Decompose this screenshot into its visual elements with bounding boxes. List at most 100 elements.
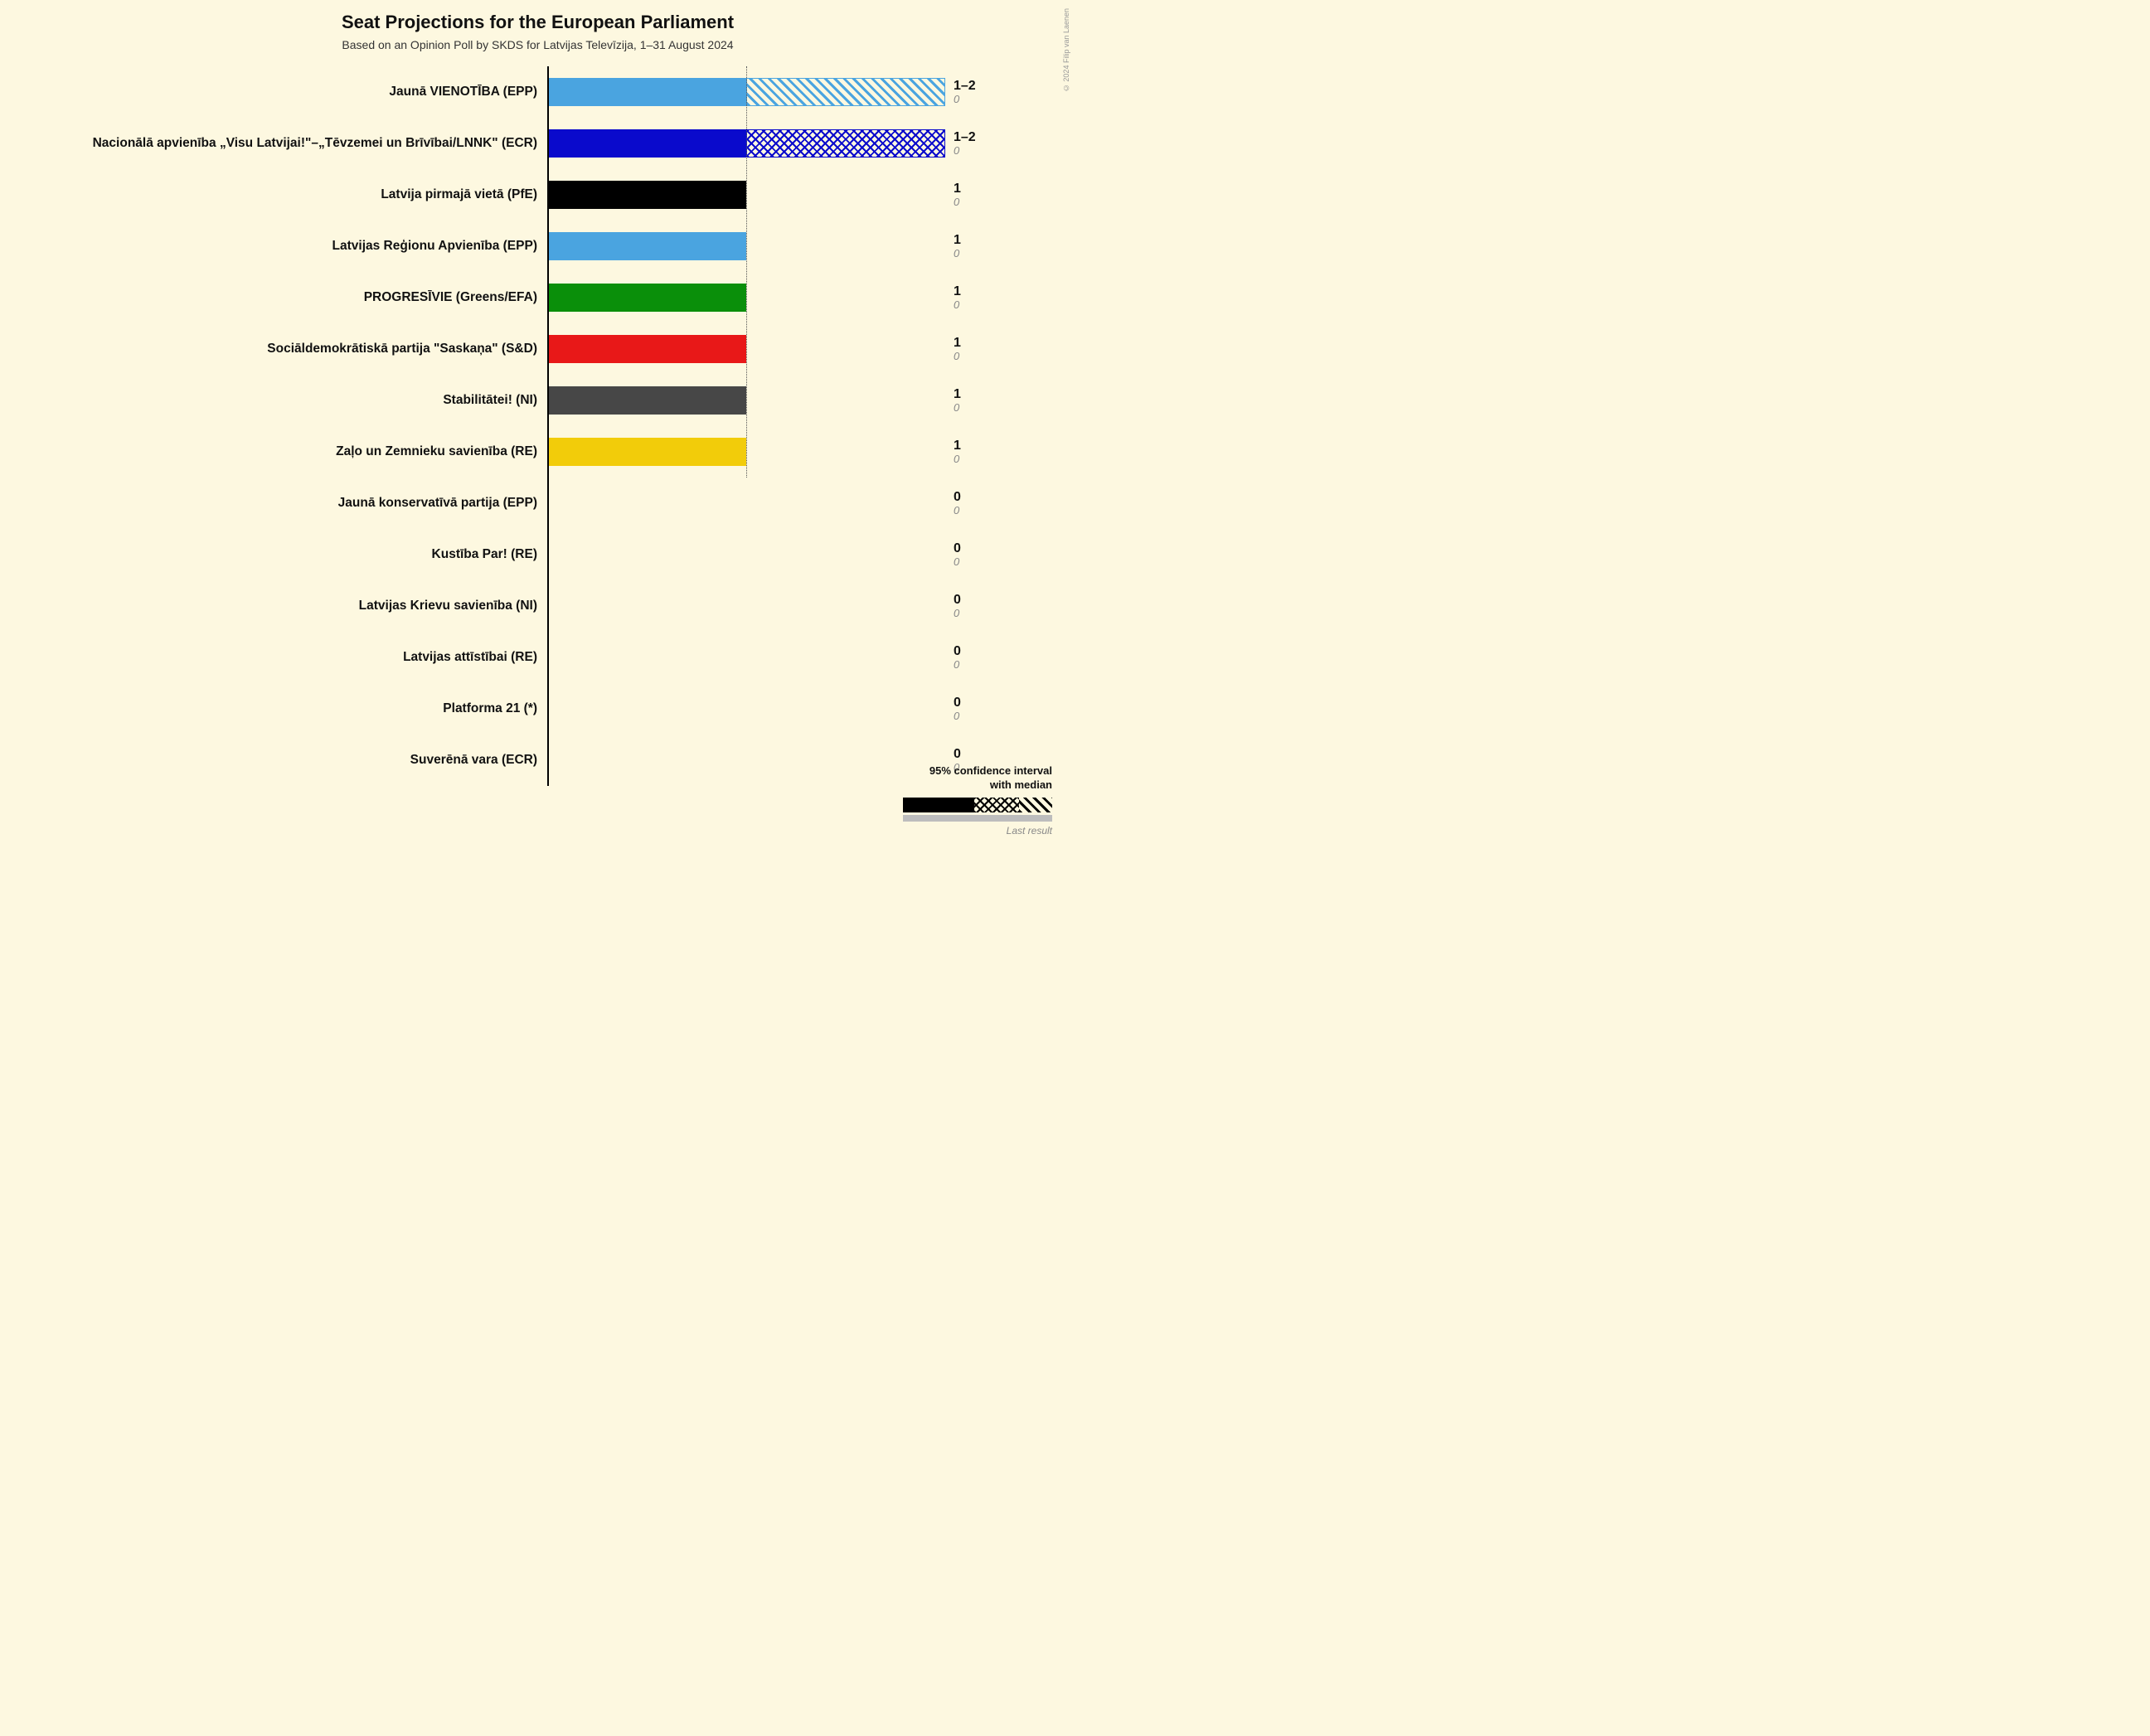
legend-ci-bar bbox=[903, 798, 1052, 812]
bar-solid bbox=[547, 284, 746, 312]
bar-solid bbox=[547, 386, 746, 415]
seat-projection: 0 bbox=[954, 593, 961, 608]
last-result: 0 bbox=[954, 608, 961, 619]
party-label: Zaļo un Zemnieku savienība (RE) bbox=[17, 444, 547, 459]
bar-interval bbox=[746, 129, 945, 158]
value-cell: 00 bbox=[945, 593, 961, 619]
bar-solid bbox=[547, 181, 746, 209]
party-row: Sociāldemokrātiskā partija "Saskaņa" (S&… bbox=[17, 323, 1059, 375]
value-cell: 00 bbox=[945, 490, 961, 516]
seat-projection: 1–2 bbox=[954, 79, 976, 94]
party-label: Latvijas attīstībai (RE) bbox=[17, 650, 547, 665]
party-row: Jaunā konservatīvā partija (EPP) 00 bbox=[17, 478, 1059, 529]
bar-cell bbox=[547, 529, 945, 580]
bar-cell bbox=[547, 735, 945, 786]
bar-solid bbox=[547, 438, 746, 466]
legend-segment bbox=[903, 798, 974, 812]
legend: 95% confidence interval with median Last… bbox=[903, 764, 1052, 836]
bar-solid bbox=[547, 129, 746, 158]
bar bbox=[547, 232, 746, 260]
value-cell: 10 bbox=[945, 336, 961, 362]
seat-projection: 0 bbox=[954, 541, 961, 556]
chart-subtitle: Based on an Opinion Poll by SKDS for Lat… bbox=[0, 33, 1075, 66]
value-cell: 10 bbox=[945, 182, 961, 208]
seat-projection: 0 bbox=[954, 747, 961, 762]
party-label: Sociāldemokrātiskā partija "Saskaņa" (S&… bbox=[17, 342, 547, 356]
party-row: Latvijas Reģionu Apvienība (EPP) 10 bbox=[17, 221, 1059, 272]
party-label: Platforma 21 (*) bbox=[17, 701, 547, 716]
seat-projection: 1 bbox=[954, 336, 961, 351]
last-result: 0 bbox=[954, 248, 961, 259]
bar-solid bbox=[547, 78, 746, 106]
bar-solid bbox=[547, 232, 746, 260]
legend-line1: 95% confidence interval bbox=[929, 764, 1052, 777]
chart-area: Jaunā VIENOTĪBA (EPP)1–20Nacionālā apvie… bbox=[17, 66, 1059, 786]
party-row: Jaunā VIENOTĪBA (EPP) 1–20 bbox=[17, 66, 1059, 118]
party-label: Nacionālā apvienība „Visu Latvijai!"–„Tē… bbox=[17, 136, 547, 151]
seat-projection: 1 bbox=[954, 182, 961, 196]
bar bbox=[547, 335, 746, 363]
party-row: Stabilitātei! (NI) 10 bbox=[17, 375, 1059, 426]
bar-cell bbox=[547, 632, 945, 683]
legend-text: 95% confidence interval with median bbox=[903, 764, 1052, 793]
last-result: 0 bbox=[954, 145, 976, 157]
last-result: 0 bbox=[954, 351, 961, 362]
party-row: Platforma 21 (*) 00 bbox=[17, 683, 1059, 735]
party-row: Nacionālā apvienība „Visu Latvijai!"–„Tē… bbox=[17, 118, 1059, 169]
bar-cell bbox=[547, 683, 945, 735]
party-label: PROGRESĪVIE (Greens/EFA) bbox=[17, 290, 547, 305]
bar bbox=[547, 181, 746, 209]
value-cell: 10 bbox=[945, 284, 961, 311]
last-result: 0 bbox=[954, 94, 976, 105]
seat-projection: 1 bbox=[954, 284, 961, 299]
party-label: Suverēnā vara (ECR) bbox=[17, 753, 547, 768]
seat-projection: 1 bbox=[954, 233, 961, 248]
seat-projection: 1–2 bbox=[954, 130, 976, 145]
chart-title: Seat Projections for the European Parlia… bbox=[0, 0, 1075, 33]
party-row: Kustība Par! (RE) 00 bbox=[17, 529, 1059, 580]
seat-projection: 1 bbox=[954, 387, 961, 402]
legend-line2: with median bbox=[990, 778, 1052, 791]
party-label: Jaunā VIENOTĪBA (EPP) bbox=[17, 85, 547, 99]
legend-segment bbox=[974, 798, 1019, 812]
legend-last-result-label: Last result bbox=[903, 825, 1052, 836]
party-row: PROGRESĪVIE (Greens/EFA) 10 bbox=[17, 272, 1059, 323]
value-cell: 00 bbox=[945, 644, 961, 671]
last-result: 0 bbox=[954, 299, 961, 311]
bar-cell bbox=[547, 478, 945, 529]
last-result: 0 bbox=[954, 556, 961, 568]
value-cell: 10 bbox=[945, 387, 961, 414]
seat-projection: 0 bbox=[954, 696, 961, 710]
value-cell: 10 bbox=[945, 233, 961, 259]
value-cell: 1–20 bbox=[945, 130, 976, 157]
bar-solid bbox=[547, 335, 746, 363]
bar-cell bbox=[547, 580, 945, 632]
legend-last-result-bar bbox=[903, 815, 1052, 822]
last-result: 0 bbox=[954, 659, 961, 671]
bar-interval bbox=[746, 78, 945, 106]
party-label: Jaunā konservatīvā partija (EPP) bbox=[17, 496, 547, 511]
party-label: Latvijas Reģionu Apvienība (EPP) bbox=[17, 239, 547, 254]
value-cell: 1–20 bbox=[945, 79, 976, 105]
party-row: Latvijas attīstībai (RE) 00 bbox=[17, 632, 1059, 683]
legend-segment bbox=[1019, 798, 1052, 812]
party-row: Latvija pirmajā vietā (PfE) 10 bbox=[17, 169, 1059, 221]
party-label: Latvija pirmajā vietā (PfE) bbox=[17, 187, 547, 202]
party-row: Zaļo un Zemnieku savienība (RE) 10 bbox=[17, 426, 1059, 478]
y-axis bbox=[547, 66, 549, 786]
last-result: 0 bbox=[954, 402, 961, 414]
last-result: 0 bbox=[954, 710, 961, 722]
seat-projection: 0 bbox=[954, 490, 961, 505]
bar bbox=[547, 438, 746, 466]
last-result: 0 bbox=[954, 196, 961, 208]
value-cell: 00 bbox=[945, 541, 961, 568]
last-result: 0 bbox=[954, 453, 961, 465]
value-cell: 00 bbox=[945, 696, 961, 722]
seat-projection: 0 bbox=[954, 644, 961, 659]
party-label: Kustība Par! (RE) bbox=[17, 547, 547, 562]
party-row: Latvijas Krievu savienība (NI) 00 bbox=[17, 580, 1059, 632]
value-cell: 10 bbox=[945, 439, 961, 465]
copyright: © 2024 Filip van Laenen bbox=[1062, 8, 1070, 92]
party-label: Latvijas Krievu savienība (NI) bbox=[17, 599, 547, 613]
party-label: Stabilitātei! (NI) bbox=[17, 393, 547, 408]
